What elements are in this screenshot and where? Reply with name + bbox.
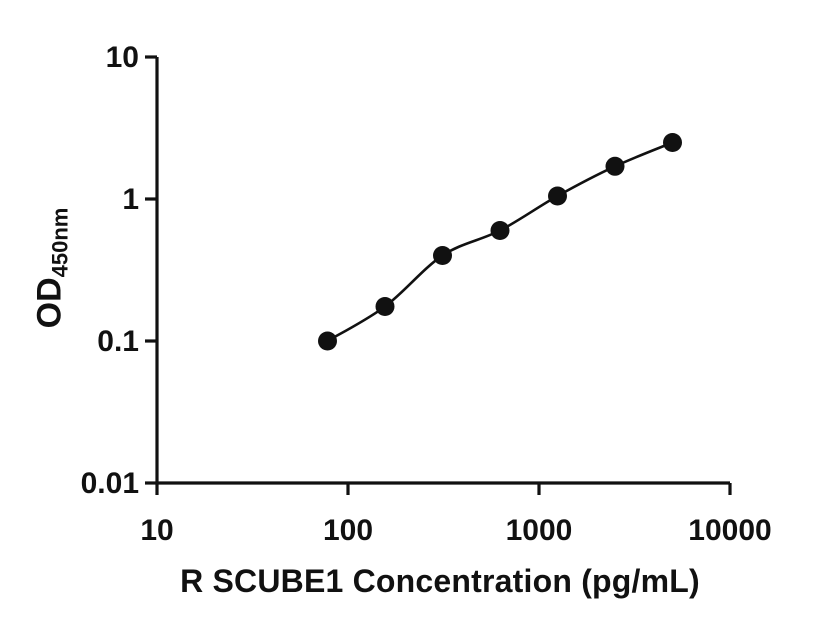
svg-text:1000: 1000 bbox=[506, 514, 573, 547]
y-axis-title-main: OD bbox=[30, 277, 69, 329]
y-axis-title-subscript: 450nm bbox=[47, 207, 73, 278]
svg-text:0.1: 0.1 bbox=[97, 325, 139, 358]
svg-text:0.01: 0.01 bbox=[81, 467, 139, 500]
svg-text:100: 100 bbox=[323, 514, 373, 547]
y-axis-title: OD450nm bbox=[31, 208, 74, 329]
x-axis-title: R SCUBE1 Concentration (pg/mL) bbox=[180, 563, 700, 599]
svg-text:10: 10 bbox=[106, 41, 139, 74]
svg-text:10000: 10000 bbox=[688, 514, 771, 547]
svg-text:1: 1 bbox=[122, 183, 139, 216]
svg-text:10: 10 bbox=[140, 514, 173, 547]
